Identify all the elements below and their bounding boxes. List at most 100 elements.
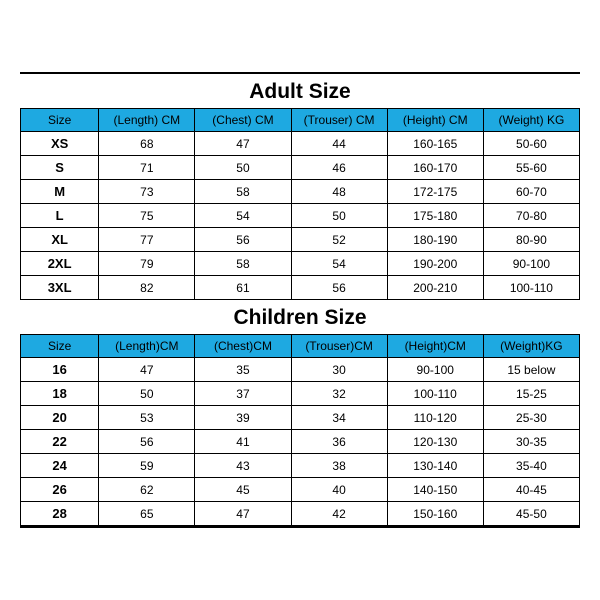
col-size: Size bbox=[21, 335, 99, 358]
cell-value: 61 bbox=[195, 276, 291, 300]
cell-value: 50-60 bbox=[483, 132, 579, 156]
cell-value: 77 bbox=[99, 228, 195, 252]
cell-value: 32 bbox=[291, 382, 387, 406]
cell-value: 44 bbox=[291, 132, 387, 156]
col-weight: (Weight) KG bbox=[483, 109, 579, 132]
table-row: 1647353090-10015 below bbox=[21, 358, 580, 382]
cell-value: 73 bbox=[99, 180, 195, 204]
col-height: (Height)CM bbox=[387, 335, 483, 358]
table-row: 18503732100-11015-25 bbox=[21, 382, 580, 406]
cell-value: 62 bbox=[99, 478, 195, 502]
cell-value: 52 bbox=[291, 228, 387, 252]
cell-value: 60-70 bbox=[483, 180, 579, 204]
cell-size: 22 bbox=[21, 430, 99, 454]
cell-size: L bbox=[21, 204, 99, 228]
cell-value: 56 bbox=[99, 430, 195, 454]
cell-size: 24 bbox=[21, 454, 99, 478]
table-row: XS684744160-16550-60 bbox=[21, 132, 580, 156]
adult-body: XS684744160-16550-60S715046160-17055-60M… bbox=[21, 132, 580, 300]
cell-value: 34 bbox=[291, 406, 387, 430]
children-title: Children Size bbox=[20, 300, 580, 334]
cell-value: 200-210 bbox=[387, 276, 483, 300]
cell-value: 68 bbox=[99, 132, 195, 156]
table-row: M735848172-17560-70 bbox=[21, 180, 580, 204]
cell-value: 175-180 bbox=[387, 204, 483, 228]
cell-value: 172-175 bbox=[387, 180, 483, 204]
cell-value: 35-40 bbox=[483, 454, 579, 478]
cell-size: 26 bbox=[21, 478, 99, 502]
cell-value: 47 bbox=[195, 502, 291, 526]
size-chart: Adult Size Size (Length) CM (Chest) CM (… bbox=[20, 72, 580, 528]
cell-value: 65 bbox=[99, 502, 195, 526]
cell-value: 47 bbox=[195, 132, 291, 156]
cell-value: 160-165 bbox=[387, 132, 483, 156]
cell-size: XL bbox=[21, 228, 99, 252]
col-length: (Length)CM bbox=[99, 335, 195, 358]
cell-value: 150-160 bbox=[387, 502, 483, 526]
cell-value: 90-100 bbox=[387, 358, 483, 382]
cell-value: 15-25 bbox=[483, 382, 579, 406]
table-row: XL775652180-19080-90 bbox=[21, 228, 580, 252]
cell-value: 39 bbox=[195, 406, 291, 430]
col-chest: (Chest)CM bbox=[195, 335, 291, 358]
cell-size: 28 bbox=[21, 502, 99, 526]
cell-value: 54 bbox=[291, 252, 387, 276]
cell-value: 25-30 bbox=[483, 406, 579, 430]
table-row: 24594338130-14035-40 bbox=[21, 454, 580, 478]
cell-size: M bbox=[21, 180, 99, 204]
cell-value: 40 bbox=[291, 478, 387, 502]
cell-value: 56 bbox=[195, 228, 291, 252]
cell-value: 130-140 bbox=[387, 454, 483, 478]
col-height: (Height) CM bbox=[387, 109, 483, 132]
cell-value: 30-35 bbox=[483, 430, 579, 454]
cell-value: 47 bbox=[99, 358, 195, 382]
cell-value: 40-45 bbox=[483, 478, 579, 502]
cell-value: 43 bbox=[195, 454, 291, 478]
cell-value: 36 bbox=[291, 430, 387, 454]
cell-value: 42 bbox=[291, 502, 387, 526]
adult-title: Adult Size bbox=[20, 74, 580, 108]
cell-value: 70-80 bbox=[483, 204, 579, 228]
table-row: L755450175-18070-80 bbox=[21, 204, 580, 228]
cell-value: 35 bbox=[195, 358, 291, 382]
cell-size: 2XL bbox=[21, 252, 99, 276]
cell-value: 100-110 bbox=[483, 276, 579, 300]
cell-value: 41 bbox=[195, 430, 291, 454]
cell-value: 180-190 bbox=[387, 228, 483, 252]
cell-value: 46 bbox=[291, 156, 387, 180]
children-size-table: Size (Length)CM (Chest)CM (Trouser)CM (H… bbox=[20, 334, 580, 526]
cell-value: 56 bbox=[291, 276, 387, 300]
cell-value: 90-100 bbox=[483, 252, 579, 276]
cell-size: 20 bbox=[21, 406, 99, 430]
cell-value: 45 bbox=[195, 478, 291, 502]
cell-value: 50 bbox=[195, 156, 291, 180]
cell-value: 140-150 bbox=[387, 478, 483, 502]
table-row: 2XL795854190-20090-100 bbox=[21, 252, 580, 276]
cell-value: 50 bbox=[99, 382, 195, 406]
table-row: 26624540140-15040-45 bbox=[21, 478, 580, 502]
children-header-row: Size (Length)CM (Chest)CM (Trouser)CM (H… bbox=[21, 335, 580, 358]
table-row: 20533934110-12025-30 bbox=[21, 406, 580, 430]
children-body: 1647353090-10015 below18503732100-11015-… bbox=[21, 358, 580, 526]
cell-size: 18 bbox=[21, 382, 99, 406]
cell-value: 110-120 bbox=[387, 406, 483, 430]
cell-size: 3XL bbox=[21, 276, 99, 300]
cell-value: 80-90 bbox=[483, 228, 579, 252]
cell-value: 48 bbox=[291, 180, 387, 204]
adult-header-row: Size (Length) CM (Chest) CM (Trouser) CM… bbox=[21, 109, 580, 132]
cell-value: 120-130 bbox=[387, 430, 483, 454]
cell-value: 38 bbox=[291, 454, 387, 478]
col-length: (Length) CM bbox=[99, 109, 195, 132]
col-trouser: (Trouser) CM bbox=[291, 109, 387, 132]
cell-value: 71 bbox=[99, 156, 195, 180]
cell-value: 82 bbox=[99, 276, 195, 300]
cell-value: 160-170 bbox=[387, 156, 483, 180]
cell-value: 58 bbox=[195, 180, 291, 204]
col-chest: (Chest) CM bbox=[195, 109, 291, 132]
col-weight: (Weight)KG bbox=[483, 335, 579, 358]
cell-value: 59 bbox=[99, 454, 195, 478]
table-row: 22564136120-13030-35 bbox=[21, 430, 580, 454]
col-size: Size bbox=[21, 109, 99, 132]
cell-value: 54 bbox=[195, 204, 291, 228]
cell-value: 75 bbox=[99, 204, 195, 228]
